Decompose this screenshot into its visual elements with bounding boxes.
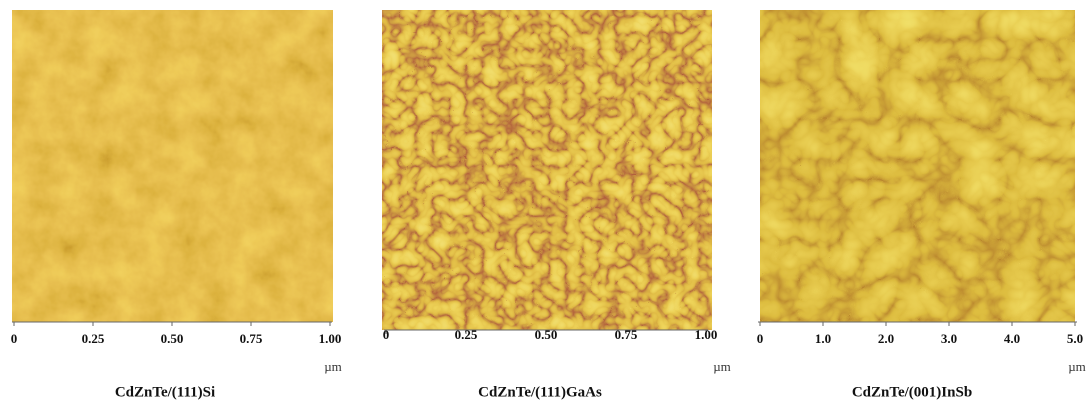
tick-label: 0.50 bbox=[535, 327, 558, 342]
afm-image bbox=[12, 10, 333, 322]
tick-label: 0.50 bbox=[161, 331, 184, 346]
caption: CdZnTe/(001)InSb bbox=[852, 384, 972, 400]
tick-label: 1.00 bbox=[695, 327, 718, 342]
tick-label: 5.0 bbox=[1067, 331, 1083, 346]
tick-label: 0 bbox=[383, 327, 390, 342]
tick-label: 0.75 bbox=[240, 331, 263, 346]
unit-label: µm bbox=[1068, 359, 1086, 374]
tick-label: 1.00 bbox=[319, 331, 342, 346]
tick-label: 1.0 bbox=[815, 331, 831, 346]
tick-label: 0 bbox=[11, 331, 18, 346]
tick-label: 0.75 bbox=[615, 327, 638, 342]
caption: CdZnTe/(111)GaAs bbox=[478, 384, 602, 400]
unit-label: µm bbox=[324, 359, 342, 374]
afm-image bbox=[760, 10, 1075, 322]
tick-label: 0 bbox=[757, 331, 764, 346]
afm-image bbox=[382, 10, 712, 330]
tick-label: 0.25 bbox=[82, 331, 105, 346]
tick-label: 0.25 bbox=[455, 327, 478, 342]
tick-label: 3.0 bbox=[941, 331, 957, 346]
tick-label: 4.0 bbox=[1004, 331, 1020, 346]
caption: CdZnTe/(111)Si bbox=[115, 384, 215, 400]
unit-label: µm bbox=[713, 359, 731, 374]
tick-label: 2.0 bbox=[878, 331, 894, 346]
